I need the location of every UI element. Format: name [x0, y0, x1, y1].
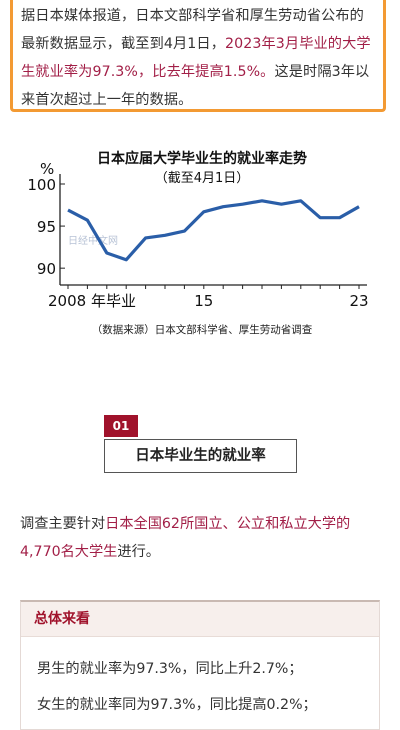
survey-text-part2: 进行。	[117, 544, 160, 560]
survey-text-part1: 调查主要针对	[20, 516, 105, 532]
chart-series	[68, 201, 359, 260]
x-tick-label: 2008 年毕业	[48, 292, 136, 310]
section-title: 日本毕业生的就业率	[104, 439, 297, 473]
chart-watermark: 日经中文网	[68, 234, 118, 247]
card-line-male: 男生的就业率为97.3%，同比上升2.7%；	[37, 658, 303, 678]
intro-paragraph: 据日本媒体报道，日本文部科学省和厚生劳动省公布的最新数据显示，截至到4月1日，2…	[21, 2, 377, 114]
y-tick-label: 90	[37, 260, 56, 278]
card-line-female: 女生的就业率同为97.3%，同比提高0.2%；	[37, 694, 317, 714]
chart-axes	[60, 174, 367, 285]
intro-highlight-box: 据日本媒体报道，日本文部科学省和厚生劳动省公布的最新数据显示，截至到4月1日，2…	[10, 0, 386, 112]
x-tick-label: 23	[349, 292, 368, 310]
y-tick-label: 100	[27, 176, 56, 194]
y-tick-label: 95	[37, 218, 56, 236]
x-tick-label: 15	[194, 292, 213, 310]
overall-summary-card: 总体来看 男生的就业率为97.3%，同比上升2.7%； 女生的就业率同为97.3…	[20, 600, 380, 730]
survey-paragraph: 调查主要针对日本全国62所国立、公立和私立大学的4,770名大学生进行。	[20, 510, 390, 566]
card-header: 总体来看	[21, 602, 379, 637]
chart-source: （数据来源）日本文部科学省、厚生劳动省调查	[22, 322, 382, 337]
section-number-badge: 01	[104, 415, 138, 437]
employment-rate-line	[68, 201, 359, 260]
